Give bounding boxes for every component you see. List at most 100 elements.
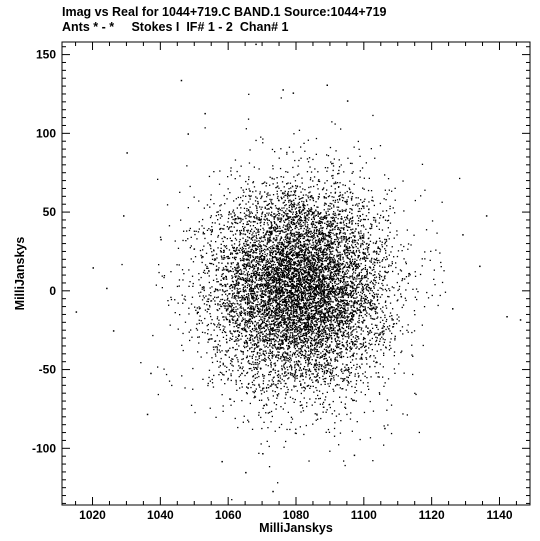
scatter-point: [343, 378, 345, 380]
scatter-point: [255, 228, 258, 230]
scatter-point: [340, 310, 342, 312]
scatter-point: [314, 290, 316, 292]
scatter-point: [339, 271, 341, 273]
scatter-point: [286, 253, 289, 256]
scatter-point: [347, 263, 349, 265]
scatter-point: [300, 315, 302, 318]
scatter-point: [261, 283, 263, 285]
scatter-point: [250, 367, 252, 370]
scatter-point: [252, 236, 254, 238]
scatter-point: [367, 249, 369, 251]
scatter-point: [345, 364, 347, 366]
scatter-point: [323, 196, 326, 198]
scatter-point: [298, 223, 300, 226]
scatter-point: [373, 266, 375, 268]
scatter-point: [356, 267, 358, 270]
scatter-point: [358, 338, 360, 340]
scatter-point: [397, 273, 399, 275]
scatter-point: [319, 301, 321, 303]
scatter-point: [332, 312, 334, 314]
scatter-point: [248, 311, 251, 313]
scatter-point: [251, 234, 253, 236]
scatter-point: [283, 267, 285, 270]
scatter-point: [246, 265, 248, 267]
scatter-point: [191, 296, 194, 298]
scatter-point: [347, 242, 349, 245]
scatter-point: [365, 325, 367, 327]
scatter-point: [253, 379, 255, 382]
scatter-point: [339, 432, 342, 434]
scatter-point: [368, 286, 370, 289]
scatter-point: [342, 268, 344, 270]
scatter-point: [326, 317, 328, 319]
scatter-point: [243, 250, 245, 252]
scatter-point: [339, 329, 342, 331]
scatter-point: [251, 317, 253, 319]
scatter-point: [342, 289, 344, 291]
scatter-point: [316, 338, 318, 340]
scatter-point: [396, 255, 399, 258]
scatter-point: [307, 251, 309, 254]
scatter-point: [397, 289, 399, 292]
scatter-point: [316, 268, 318, 270]
scatter-point: [238, 327, 240, 329]
scatter-point: [270, 232, 272, 235]
scatter-point: [243, 212, 246, 214]
scatter-point: [353, 306, 356, 309]
scatter-point: [328, 314, 330, 316]
scatter-point: [276, 394, 278, 396]
scatter-point: [305, 269, 308, 271]
scatter-point: [220, 298, 222, 301]
scatter-point: [368, 287, 371, 289]
scatter-point: [298, 234, 300, 236]
scatter-point: [315, 304, 317, 306]
scatter-point: [329, 231, 331, 234]
scatter-point: [287, 274, 290, 277]
scatter-point: [255, 196, 257, 198]
scatter-point: [296, 330, 299, 333]
scatter-point: [291, 221, 293, 224]
scatter-point: [191, 336, 193, 338]
scatter-point: [315, 229, 318, 231]
scatter-point: [300, 247, 302, 249]
scatter-point: [274, 343, 276, 345]
scatter-point: [296, 278, 298, 280]
scatter-point: [255, 327, 258, 329]
scatter-point: [276, 354, 278, 356]
scatter-point: [385, 252, 387, 254]
scatter-point: [258, 168, 260, 170]
scatter-point: [367, 251, 369, 253]
scatter-point: [233, 296, 235, 298]
scatter-point: [294, 330, 296, 332]
scatter-point: [157, 178, 159, 180]
scatter-point: [307, 244, 309, 246]
scatter-point: [318, 180, 321, 183]
scatter-point: [330, 235, 332, 238]
scatter-point: [266, 271, 268, 273]
scatter-point: [353, 310, 355, 312]
scatter-point: [289, 199, 291, 201]
scatter-point: [371, 349, 373, 351]
scatter-point: [304, 233, 307, 235]
scatter-point: [301, 254, 303, 256]
scatter-point: [360, 302, 362, 304]
scatter-point: [243, 415, 245, 417]
scatter-point: [414, 275, 417, 277]
scatter-point: [266, 314, 269, 316]
scatter-point: [278, 302, 280, 304]
scatter-point: [272, 368, 275, 370]
scatter-point: [276, 225, 279, 227]
scatter-point: [269, 295, 271, 297]
scatter-point: [221, 303, 224, 305]
scatter-point: [288, 284, 290, 287]
scatter-point: [265, 260, 267, 262]
scatter-point: [307, 362, 310, 364]
scatter-point: [294, 263, 296, 265]
scatter-point: [256, 273, 258, 275]
scatter-point: [365, 257, 367, 259]
scatter-point: [327, 244, 329, 246]
scatter-point: [324, 330, 327, 332]
scatter-point: [228, 321, 230, 323]
scatter-point: [286, 208, 288, 210]
scatter-point: [282, 319, 285, 321]
